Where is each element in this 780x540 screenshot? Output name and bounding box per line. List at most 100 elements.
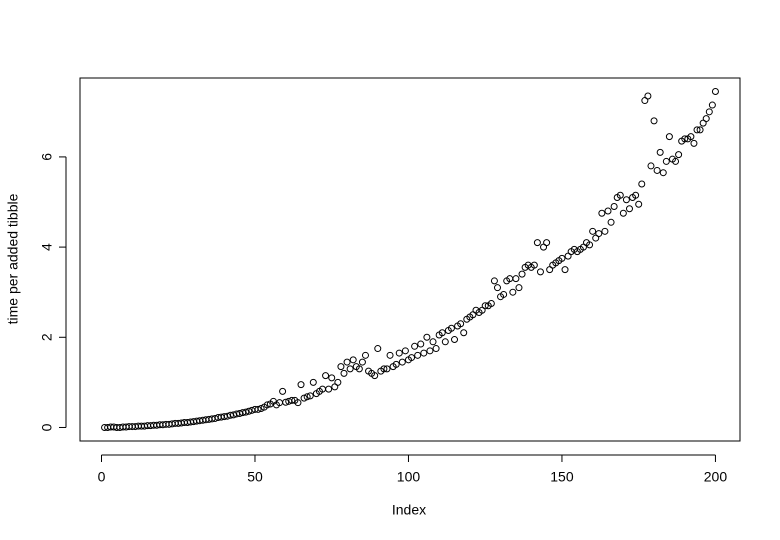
point <box>429 338 437 346</box>
point <box>543 239 551 247</box>
point <box>392 360 400 368</box>
point <box>601 227 609 235</box>
point <box>681 135 689 143</box>
point <box>604 207 612 215</box>
x-tick-label: 50 <box>247 469 263 485</box>
point <box>426 347 434 355</box>
point <box>481 302 489 310</box>
point <box>322 372 330 380</box>
point <box>432 345 440 353</box>
point <box>349 356 357 364</box>
point <box>374 345 382 353</box>
point <box>536 268 544 276</box>
point <box>288 396 296 404</box>
point <box>659 169 667 177</box>
point <box>644 92 652 100</box>
point <box>408 354 416 362</box>
point <box>607 218 615 226</box>
point <box>533 239 541 247</box>
point <box>530 261 538 269</box>
y-tick-label: 2 <box>39 333 55 341</box>
point <box>417 340 425 348</box>
point <box>632 191 640 199</box>
point <box>500 290 508 298</box>
point <box>662 157 670 165</box>
point <box>303 393 311 401</box>
point <box>334 378 342 386</box>
point <box>380 365 388 373</box>
point <box>337 363 345 371</box>
point <box>438 329 446 337</box>
point <box>441 338 449 346</box>
point <box>423 333 431 341</box>
point <box>279 387 287 395</box>
point <box>263 401 271 409</box>
point <box>708 101 716 109</box>
point <box>672 157 680 165</box>
point <box>635 200 643 208</box>
point <box>355 365 363 373</box>
point <box>598 209 606 217</box>
point <box>383 365 391 373</box>
y-axis-label: time per added tibble <box>5 193 21 324</box>
point <box>242 408 250 416</box>
point <box>309 378 317 386</box>
point <box>625 205 633 213</box>
x-tick-label: 100 <box>397 469 421 485</box>
point <box>705 108 713 116</box>
point <box>371 372 379 380</box>
point <box>411 342 419 350</box>
point <box>589 227 597 235</box>
point <box>282 398 290 406</box>
point <box>346 365 354 373</box>
point <box>696 126 704 134</box>
point <box>616 191 624 199</box>
point <box>306 392 314 400</box>
point <box>401 347 409 355</box>
point <box>558 254 566 262</box>
point <box>447 324 455 332</box>
point <box>245 407 253 415</box>
point <box>687 133 695 141</box>
x-axis-label: Index <box>392 502 426 518</box>
point <box>294 399 302 407</box>
point <box>361 351 369 359</box>
point <box>653 166 661 174</box>
point <box>325 385 333 393</box>
point <box>420 349 428 357</box>
point <box>693 126 701 134</box>
point <box>595 230 603 238</box>
point <box>460 329 468 337</box>
point <box>414 351 422 359</box>
point <box>395 349 403 357</box>
point <box>493 284 501 292</box>
point <box>490 277 498 285</box>
point <box>328 374 336 382</box>
point <box>297 381 305 389</box>
point <box>650 117 658 125</box>
x-tick-label: 150 <box>550 469 574 485</box>
y-tick-label: 0 <box>39 423 55 431</box>
point <box>586 241 594 249</box>
x-tick-label: 0 <box>98 469 106 485</box>
point <box>561 266 569 274</box>
point <box>451 336 459 344</box>
point <box>515 284 523 292</box>
point <box>619 209 627 217</box>
point <box>487 299 495 307</box>
point <box>512 275 520 283</box>
point <box>509 288 517 296</box>
point <box>386 351 394 359</box>
point <box>254 405 262 413</box>
plot-box <box>79 77 741 442</box>
point <box>457 320 465 328</box>
point <box>702 115 710 123</box>
y-tick-label: 6 <box>39 153 55 161</box>
point <box>622 196 630 204</box>
x-tick-label: 200 <box>704 469 728 485</box>
point <box>665 133 673 141</box>
point <box>690 139 698 147</box>
y-tick-label: 4 <box>39 243 55 251</box>
point <box>343 358 351 366</box>
